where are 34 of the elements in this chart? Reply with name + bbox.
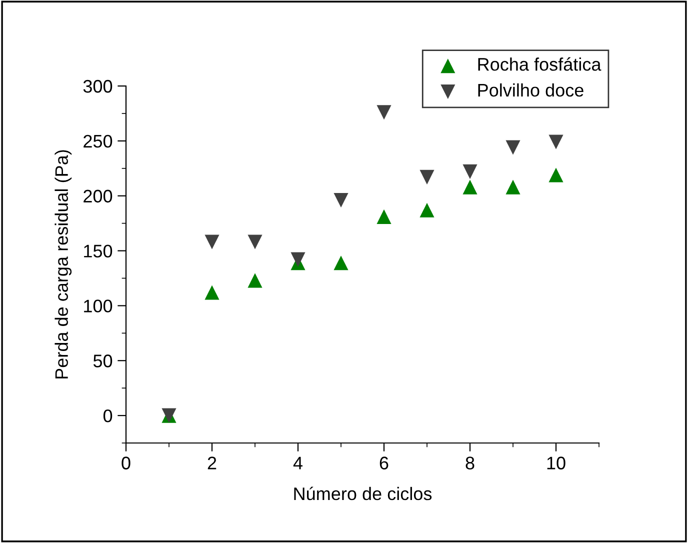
point	[204, 234, 220, 250]
point	[462, 180, 478, 194]
y-tick-label: 100	[84, 300, 112, 312]
legend-label: Rocha fosfática	[478, 57, 602, 71]
point	[548, 134, 564, 150]
point	[506, 140, 520, 155]
point	[548, 168, 564, 182]
point	[506, 180, 520, 194]
point	[248, 234, 262, 250]
point	[248, 273, 262, 288]
point	[334, 192, 348, 208]
x-tick-label: 10	[547, 456, 566, 470]
x-tick-label: 6	[380, 456, 388, 470]
point	[462, 164, 478, 179]
point	[420, 202, 434, 218]
point	[376, 209, 392, 224]
y-tick-label: 300	[83, 80, 112, 93]
point	[376, 105, 392, 120]
x-tick-label: 0	[122, 456, 130, 470]
point	[420, 170, 434, 184]
y-tick-label: 250	[84, 134, 112, 148]
point	[290, 252, 306, 267]
y-axis-title: Perda de carga residual (Pa)	[54, 150, 72, 378]
y-tick-label: 50	[93, 354, 112, 368]
y-tick-label: 0	[103, 409, 112, 422]
x-tick-label: 2	[208, 456, 216, 470]
x-axis-title: Número de ciclos	[294, 486, 432, 500]
y-tick-label: 200	[84, 190, 112, 203]
y-tick-label: 150	[84, 244, 112, 258]
x-tick-label: 4	[293, 456, 302, 470]
point	[334, 256, 348, 270]
point	[204, 285, 220, 300]
x-tick-label: 8	[466, 456, 474, 470]
legend-label: Polvilho doce	[478, 83, 584, 97]
